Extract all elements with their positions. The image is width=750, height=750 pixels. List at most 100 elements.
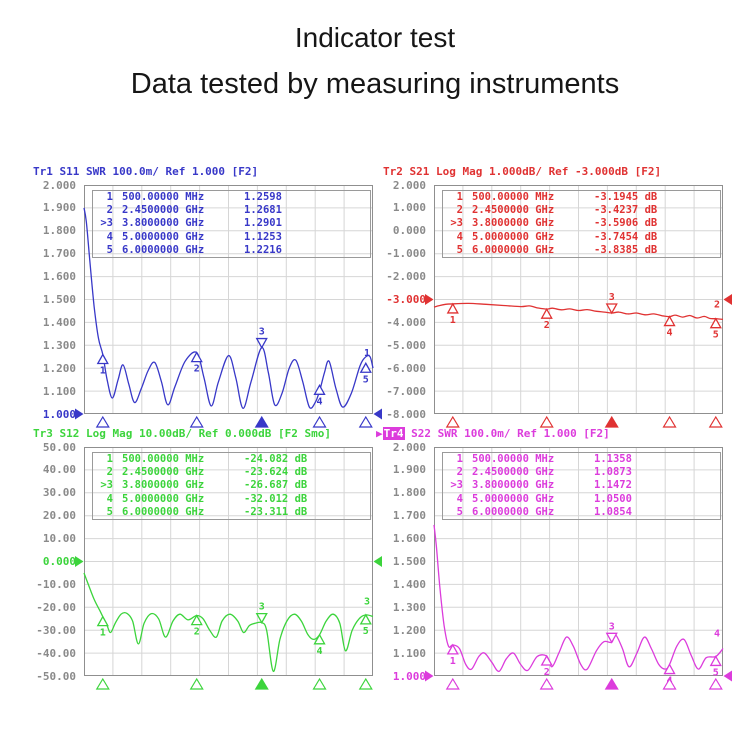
y-tick-label: -20.00 — [36, 600, 76, 614]
plot-area-tr4-s22: 412345 — [425, 447, 732, 690]
y-tick-label: 0.000 — [392, 224, 426, 238]
marker-4-number: 4 — [317, 396, 323, 407]
y-tick-label: -4.000 — [386, 315, 426, 329]
marker-table-tr1-s11: 1 500.00000 MHz 1.2598 2 2.4500000 GHz 1.2681… — [92, 190, 371, 259]
marker-1-glyph — [96, 353, 109, 365]
y-tick-label: 1.700 — [392, 509, 426, 523]
stimulus-marker-4-icon — [312, 415, 327, 428]
marker-3-glyph — [605, 303, 618, 315]
marker-value-cell: -26.687 dB — [244, 479, 308, 492]
y-tick-label: -2.000 — [386, 270, 426, 284]
y-tick-label: 1.200 — [42, 361, 76, 375]
marker-number-cell: >3 — [100, 479, 113, 492]
marker-table-tr2-s21: 1 500.00000 MHz -3.1945 dB 2 2.4500000 GHz -3… — [442, 190, 721, 259]
marker-number-cell: 1 — [106, 453, 113, 465]
marker-table-row: 5 6.0000000 GHz 1.2216 — [93, 244, 370, 257]
marker-table-row: 2 2.4500000 GHz 1.0873 — [443, 466, 720, 479]
active-trace-badge: Tr4 — [382, 427, 405, 440]
y-tick-label: 1.000 — [42, 407, 76, 421]
stimulus-marker-5-icon — [358, 677, 373, 690]
trace-header-tr1-s11: Tr1 S11 SWR 100.0m/ Ref 1.000 [F2] — [33, 165, 259, 178]
marker-value-cell: 1.2216 — [244, 243, 282, 256]
trace-line-tr3-s12 — [83, 572, 374, 673]
marker-value-cell: -23.624 dB — [244, 466, 308, 479]
ref-level-right-arrow-icon — [373, 408, 382, 420]
marker-frequency-cell: 6.0000000 GHz — [122, 505, 205, 518]
y-tick-label: -50.00 — [36, 669, 76, 683]
marker-number-cell: 4 — [106, 492, 113, 505]
marker-table-row: 4 5.0000000 GHz 1.1253 — [93, 231, 370, 244]
marker-value-cell: 1.1358 — [594, 453, 632, 465]
marker-5-number: 5 — [713, 330, 719, 341]
marker-value-cell: 1.2681 — [244, 204, 282, 217]
trace-header-tr4-s22: ▶Tr4 S22 SWR 100.0m/ Ref 1.000 [F2] — [376, 427, 610, 440]
stimulus-marker-1-icon — [95, 415, 110, 428]
marker-4-glyph — [663, 315, 676, 327]
y-tick-label: 1.200 — [392, 623, 426, 637]
marker-value-cell: 1.0500 — [594, 492, 632, 505]
marker-4-glyph — [313, 383, 326, 395]
stimulus-marker-1-icon — [95, 677, 110, 690]
plot-border — [434, 185, 723, 414]
stimulus-marker-5-icon — [708, 677, 723, 690]
trace-header-text: S22 SWR 100.0m/ Ref 1.000 [F2] — [404, 427, 610, 440]
marker-value-cell: -3.4237 dB — [594, 204, 658, 217]
stimulus-marker-5-icon — [358, 415, 373, 428]
marker-table-row: >3 3.8000000 GHz 1.1472 — [443, 479, 720, 492]
ref-level-left-arrow-icon — [75, 408, 84, 420]
marker-number-cell: 2 — [106, 466, 113, 479]
marker-2-glyph — [540, 307, 553, 319]
marker-number-cell: 4 — [456, 492, 463, 505]
marker-frequency-cell: 3.8000000 GHz — [472, 217, 555, 230]
y-tick-label: 1.300 — [42, 338, 76, 352]
y-tick-label: 2.000 — [42, 178, 76, 192]
marker-number-cell: 1 — [106, 191, 113, 203]
marker-value-cell: -23.311 dB — [244, 505, 308, 518]
stimulus-marker-3-icon — [254, 677, 269, 690]
stimulus-marker-4-icon — [312, 677, 327, 690]
marker-table-row: 2 2.4500000 GHz -3.4237 dB — [443, 204, 720, 217]
y-tick-label: 2.000 — [392, 178, 426, 192]
marker-frequency-cell: 5.0000000 GHz — [472, 230, 555, 243]
y-tick-label: 1.800 — [392, 486, 426, 500]
stimulus-marker-3-icon — [254, 415, 269, 428]
marker-frequency-cell: 5.0000000 GHz — [122, 230, 205, 243]
y-tick-label: -30.00 — [36, 623, 76, 637]
marker-value-cell: -32.012 dB — [244, 492, 308, 505]
marker-5-glyph — [359, 613, 372, 625]
stimulus-marker-3-icon — [604, 415, 619, 428]
marker-table-row: 5 6.0000000 GHz -23.311 dB — [93, 506, 370, 519]
marker-table-row: 1 500.00000 MHz -3.1945 dB — [443, 191, 720, 204]
y-tick-label: 1.100 — [42, 384, 76, 398]
marker-value-cell: 1.0873 — [594, 466, 632, 479]
marker-table-row: 5 6.0000000 GHz -3.8385 dB — [443, 244, 720, 257]
stimulus-marker-5-icon — [708, 415, 723, 428]
y-tick-label: -6.000 — [386, 361, 426, 375]
y-tick-label: 1.400 — [392, 577, 426, 591]
marker-frequency-cell: 6.0000000 GHz — [472, 243, 555, 256]
marker-1-glyph — [96, 615, 109, 627]
marker-frequency-cell: 5.0000000 GHz — [472, 492, 555, 505]
y-tick-label: 10.00 — [42, 532, 76, 546]
marker-2-number: 2 — [194, 627, 200, 638]
marker-number-cell: 2 — [456, 466, 463, 479]
marker-4-number: 4 — [667, 328, 673, 339]
y-tick-label: 1.700 — [42, 247, 76, 261]
y-tick-label: 1.000 — [392, 201, 426, 215]
y-tick-label: -8.000 — [386, 407, 426, 421]
y-tick-label: 1.600 — [392, 532, 426, 546]
marker-2-number: 2 — [194, 364, 200, 375]
marker-table-row: 1 500.00000 MHz 1.2598 — [93, 191, 370, 204]
marker-frequency-cell: 500.00000 MHz — [472, 191, 555, 203]
y-tick-label: -1.000 — [386, 247, 426, 261]
marker-1-number: 1 — [450, 656, 456, 667]
marker-3-number: 3 — [609, 621, 615, 632]
marker-frequency-cell: 6.0000000 GHz — [122, 243, 205, 256]
marker-1-number: 1 — [100, 366, 106, 377]
marker-5-number: 5 — [363, 626, 369, 637]
marker-3-glyph — [255, 612, 268, 624]
plot-border — [84, 447, 373, 676]
marker-value-cell: 1.2901 — [244, 217, 282, 230]
